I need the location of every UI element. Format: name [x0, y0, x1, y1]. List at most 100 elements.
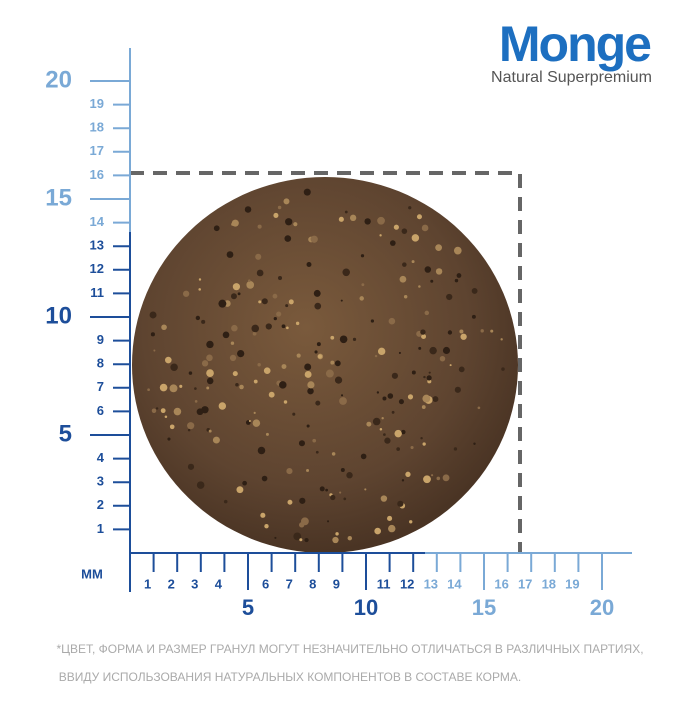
speck [310, 235, 318, 243]
speck [187, 428, 191, 432]
speck [442, 474, 450, 482]
speck [277, 276, 283, 281]
speck [456, 273, 462, 278]
speck [212, 436, 220, 444]
speck [339, 335, 348, 344]
speck [449, 364, 452, 367]
speck [344, 210, 348, 214]
minor-label: 13 [90, 238, 104, 253]
speck [399, 275, 407, 283]
speck [194, 400, 198, 403]
speck [432, 396, 439, 403]
minor-label: 16 [90, 167, 104, 182]
speck [263, 367, 271, 375]
minor-label: 2 [168, 576, 175, 591]
footnote: ВВИДУ ИСПОЛЬЗОВАНИЯ НАТУРАЛЬНЫХ КОМПОНЕН… [59, 670, 521, 684]
minor-label: 6 [97, 403, 104, 418]
speck [306, 424, 310, 428]
speck [428, 371, 431, 374]
speck [447, 330, 453, 335]
speck [173, 407, 182, 416]
speck [397, 500, 404, 507]
speck [393, 224, 399, 230]
minor-label: 11 [90, 285, 104, 300]
speck [389, 240, 396, 246]
speck [208, 429, 212, 433]
speck [281, 364, 287, 370]
speck [418, 285, 421, 288]
minor-label: 6 [262, 576, 269, 591]
speck [421, 333, 427, 339]
speck [458, 366, 465, 373]
speck [377, 347, 386, 356]
speck [187, 463, 195, 470]
speck [299, 497, 306, 504]
minor-label: 8 [309, 576, 316, 591]
speck [460, 333, 467, 340]
minor-label: 14 [447, 576, 462, 591]
speck [285, 218, 293, 226]
speck [273, 317, 277, 321]
minor-label: 13 [424, 576, 438, 591]
speck [424, 266, 432, 273]
speck [325, 369, 334, 378]
speck [349, 214, 357, 221]
speck [230, 341, 235, 345]
speck [248, 279, 251, 282]
speck [421, 224, 429, 232]
speck [226, 251, 234, 258]
speck [286, 467, 293, 475]
speck [307, 381, 315, 389]
speck [418, 346, 422, 350]
speck [298, 440, 306, 447]
minor-label: 7 [97, 379, 104, 394]
speck [477, 406, 481, 410]
speck [380, 495, 388, 502]
speck [283, 198, 290, 205]
speck [292, 412, 296, 416]
footnote: *ЦВЕТ, ФОРМА И РАЗМЕР ГРАНУЛ МОГУТ НЕЗНА… [56, 642, 643, 656]
major-label: 10 [354, 595, 378, 620]
minor-label: 12 [400, 576, 414, 591]
speck [256, 269, 264, 277]
speck [201, 319, 206, 324]
speck [442, 346, 451, 355]
speck [331, 452, 336, 456]
minor-label: 3 [191, 576, 198, 591]
speck [454, 278, 459, 283]
minor-label: 12 [90, 261, 104, 276]
speck [346, 472, 353, 479]
speck [339, 397, 347, 405]
speck [335, 532, 339, 536]
speck [416, 214, 422, 220]
minor-label: 3 [97, 474, 104, 489]
speck [426, 375, 432, 381]
minor-label: 4 [215, 576, 223, 591]
speck [232, 283, 241, 291]
speck [253, 379, 258, 384]
major-label: 10 [45, 302, 72, 329]
speck [471, 314, 476, 319]
speck [265, 323, 272, 330]
minor-label: 18 [542, 576, 556, 591]
speck [218, 402, 227, 410]
speck [409, 520, 413, 524]
speck [405, 471, 411, 477]
speck [411, 260, 415, 264]
speck [471, 287, 478, 294]
speck [159, 383, 168, 392]
speck [342, 268, 350, 277]
speck [364, 218, 371, 225]
speck [435, 244, 442, 252]
speck [232, 371, 238, 377]
speck [500, 338, 503, 341]
major-label: 5 [59, 420, 72, 447]
speck [352, 337, 357, 342]
speck [244, 206, 252, 213]
speck [164, 356, 172, 364]
speck [188, 371, 193, 375]
speck [361, 283, 365, 287]
minor-label: 17 [90, 143, 104, 158]
speck [273, 212, 279, 218]
speck [372, 417, 381, 426]
